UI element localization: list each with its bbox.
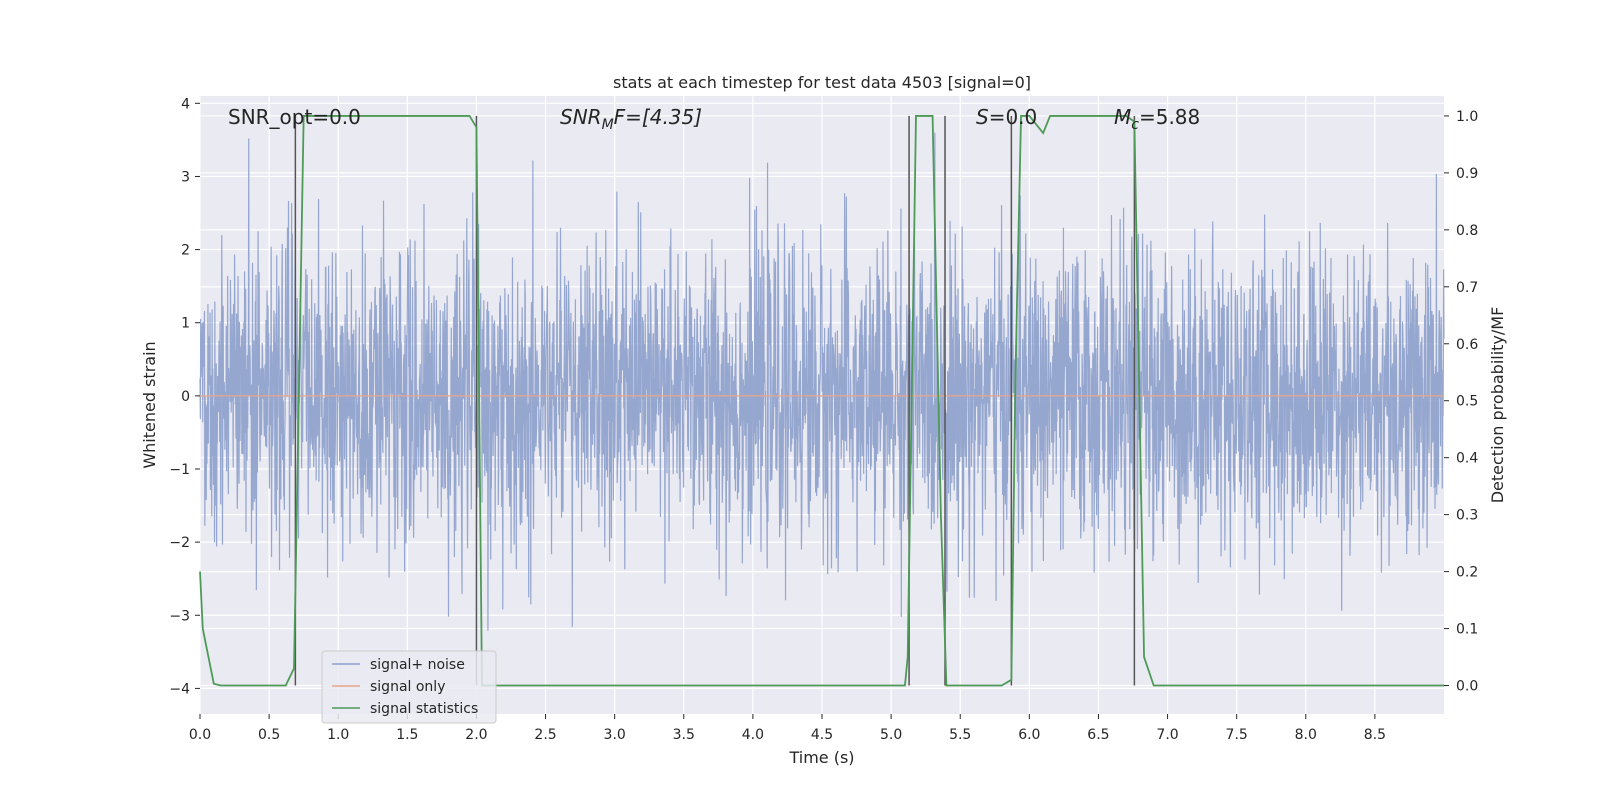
x-tick-label: 2.5 [534,727,556,743]
y-right-tick-label: 0.9 [1456,166,1478,182]
y-right-tick-labels: 1.0 0.9 0.8 0.7 0.6 0.5 0.4 0.3 0.2 0.1 0.0 [1444,109,1478,695]
x-tick-label: 8.5 [1364,727,1386,743]
y-left-axis-label: Whitened strain [140,341,159,468]
annotation-snr-mf: SNRMF=[4.35] [560,105,702,133]
x-tick-label: 4.0 [742,727,764,743]
y-right-tick-label: 0.0 [1456,679,1478,695]
y-right-tick-label: 0.3 [1456,508,1478,524]
x-tick-label: 5.0 [880,727,902,743]
y-left-tick-labels: 4 3 2 1 0 −1 −2 −3 −4 [169,96,200,697]
x-tick-label: 6.0 [1018,727,1040,743]
y-left-tick-label: 2 [181,243,190,259]
x-tick-label: 0.5 [258,727,280,743]
y-right-tick-label: 0.6 [1456,337,1478,353]
x-tick-label: 2.0 [465,727,487,743]
mc-rest: =5.88 [1139,105,1200,129]
x-tick-label: 6.5 [1087,727,1109,743]
y-right-tick-label: 0.5 [1456,394,1478,410]
series-signal-statistics [199,115,1444,687]
x-axis-label: Time (s) [788,748,854,767]
y-right-axis-label: Detection probability/MF [1488,307,1507,504]
y-left-tick-label: 3 [181,169,190,185]
y-right-tick-label: 0.4 [1456,451,1478,467]
legend-label-signal-plus-noise: signal+ noise [370,657,465,673]
y-left-tick-label: 0 [181,389,190,405]
x-tick-label: 7.0 [1156,727,1178,743]
x-tick-label: 0.0 [189,727,211,743]
y-right-tick-label: 0.7 [1456,280,1478,296]
annotation-s: S=0.0 [976,105,1037,129]
y-right-tick-label: 1.0 [1456,109,1478,125]
x-tick-label: 1.0 [327,727,349,743]
signal-statistics-line [199,115,1444,687]
legend-label-signal-only: signal only [370,679,445,695]
x-tick-label: 3.0 [604,727,626,743]
x-tick-label: 7.5 [1226,727,1248,743]
snr-mf-main: SNR [560,105,602,129]
x-tick-label: 8.0 [1295,727,1317,743]
legend: signal+ noise signal only signal statist… [321,650,497,724]
chart-title: stats at each timestep for test data 450… [613,73,1031,92]
y-right-tick-label: 0.2 [1456,565,1478,581]
x-tick-labels: 0.0 0.5 1.0 1.5 2.0 2.5 3.0 3.5 4.0 4.5 5.0 5.5 6.0 6… [189,714,1386,743]
legend-box [321,650,497,724]
series-signal-plus-noise [199,132,1445,631]
y-left-tick-label: 4 [181,96,190,112]
annotation-snr-opt: SNR_opt=0.0 [228,105,361,129]
y-left-tick-label: −1 [169,462,190,478]
y-left-tick-label: −2 [169,535,190,551]
x-tick-label: 5.5 [949,727,971,743]
snr-mf-sub: M [602,117,614,133]
s-rest: =0.0 [989,105,1038,129]
y-left-tick-label: 1 [181,316,190,332]
s-main: S [976,105,989,129]
y-left-tick-label: −4 [169,681,190,697]
snr-mf-rest-f: F=[4.35] [614,105,702,129]
x-tick-label: 1.5 [396,727,418,743]
y-right-tick-label: 0.1 [1456,622,1478,638]
y-left-tick-label: −3 [169,608,190,624]
signal-plus-noise-line [199,132,1445,631]
x-tick-label: 4.5 [811,727,833,743]
x-tick-label: 3.5 [673,727,695,743]
legend-label-signal-statistics: signal statistics [370,701,478,717]
y-right-tick-label: 0.8 [1456,223,1478,239]
mc-main: M [1114,105,1131,129]
annotation-mc: Mc=5.88 [1114,105,1200,133]
mc-sub: c [1131,117,1139,133]
